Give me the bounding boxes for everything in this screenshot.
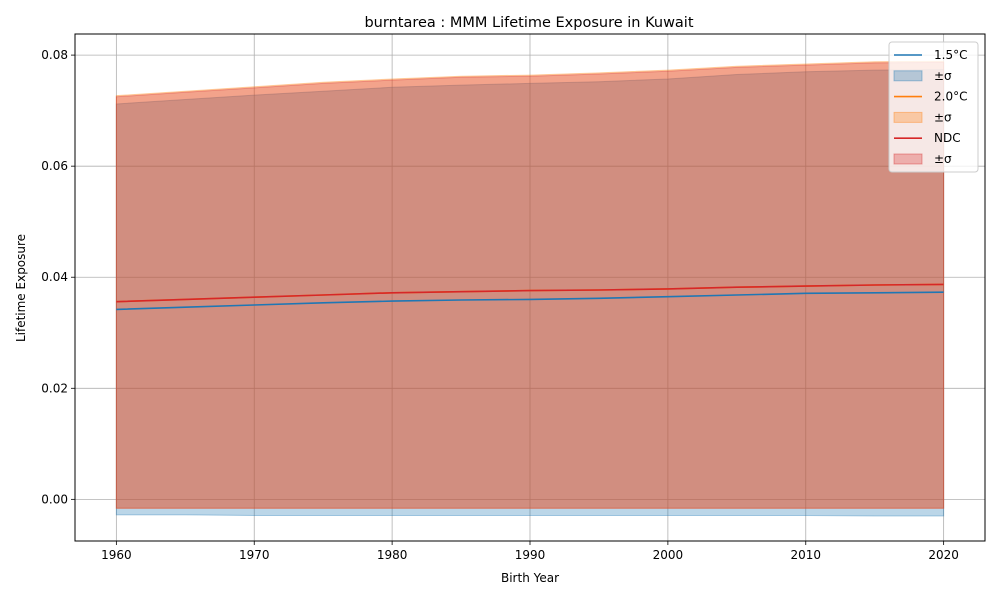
axis-ticks: 1960 1970 1980 1990 2000 2010 2020 0.00 0.02 0.04… — [41, 48, 959, 562]
x-axis-label: Birth Year — [501, 571, 559, 585]
grid — [75, 34, 985, 541]
x-tick-label: 2010 — [790, 548, 821, 562]
series-lines — [116, 283, 944, 311]
y-tick-label: 0.00 — [41, 492, 68, 506]
legend-patch-swatch — [893, 70, 923, 82]
sigma-bands — [115, 60, 945, 517]
series-line-2 — [116, 283, 944, 303]
legend-patch-swatch — [893, 153, 923, 165]
sigma-band-0 — [115, 69, 945, 517]
legend-label: ±σ — [934, 69, 952, 83]
y-tick-label: 0.02 — [41, 381, 68, 395]
series-line-0 — [116, 291, 944, 311]
legend-label: 1.5°C — [934, 48, 967, 62]
sigma-band-1 — [115, 60, 945, 509]
legend-box — [888, 41, 979, 173]
chart-title: burntarea : MMM Lifetime Exposure in Kuw… — [364, 15, 693, 31]
legend-label: 2.0°C — [934, 90, 967, 104]
sigma-band-2 — [115, 61, 945, 509]
x-tick-label: 2000 — [653, 548, 684, 562]
y-tick-label: 0.06 — [41, 159, 68, 173]
legend-label: NDC — [934, 131, 961, 145]
legend-label: ±σ — [934, 110, 952, 124]
x-tick-label: 1980 — [377, 548, 408, 562]
y-axis-label: Lifetime Exposure — [14, 234, 28, 342]
x-tick-label: 2020 — [928, 548, 959, 562]
legend: 1.5°C ±σ 2.0°C ±σ NDC ±σ — [888, 41, 979, 173]
x-tick-label: 1990 — [515, 548, 546, 562]
y-tick-label: 0.04 — [41, 270, 68, 284]
y-tick-label: 0.08 — [41, 48, 68, 62]
legend-patch-swatch — [893, 111, 923, 123]
x-tick-label: 1960 — [101, 548, 132, 562]
x-tick-label: 1970 — [239, 548, 270, 562]
legend-label: ±σ — [934, 152, 952, 166]
